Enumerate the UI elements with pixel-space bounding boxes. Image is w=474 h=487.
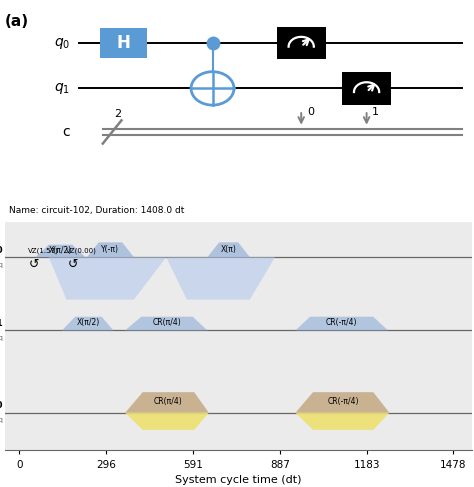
Text: no freq: no freq	[0, 262, 2, 268]
Text: X(π/2): X(π/2)	[49, 246, 72, 255]
Text: CR(π/4): CR(π/4)	[153, 318, 182, 327]
Polygon shape	[36, 244, 85, 257]
Text: ↺: ↺	[67, 258, 78, 271]
Polygon shape	[62, 317, 113, 330]
Polygon shape	[125, 392, 209, 413]
Text: VZ(1.57): VZ(1.57)	[27, 248, 58, 255]
Text: 1: 1	[372, 107, 379, 117]
Bar	[277, 27, 326, 59]
Text: VZ(0.00): VZ(0.00)	[66, 248, 97, 255]
Polygon shape	[295, 413, 390, 430]
Bar	[100, 28, 147, 58]
Text: CR(-π/4): CR(-π/4)	[328, 397, 359, 406]
Polygon shape	[125, 413, 209, 430]
Text: X(π/2): X(π/2)	[77, 318, 100, 327]
Polygon shape	[166, 257, 275, 300]
Polygon shape	[207, 243, 250, 257]
X-axis label: System cycle time (dt): System cycle time (dt)	[175, 475, 301, 485]
Text: Name: circuit-102, Duration: 1408.0 dt: Name: circuit-102, Duration: 1408.0 dt	[9, 206, 185, 215]
Polygon shape	[125, 317, 207, 330]
Text: c: c	[63, 125, 70, 139]
Text: CR(π/4): CR(π/4)	[154, 397, 183, 406]
Polygon shape	[295, 392, 390, 413]
Text: D0: D0	[0, 246, 2, 255]
Text: X(π): X(π)	[221, 244, 237, 254]
Text: H: H	[117, 34, 131, 52]
Text: (a): (a)	[5, 14, 29, 29]
Text: no freq: no freq	[0, 417, 2, 423]
Text: $q_1$: $q_1$	[54, 81, 70, 96]
Text: no freq: no freq	[0, 335, 2, 341]
Circle shape	[191, 72, 234, 105]
Text: ↺: ↺	[29, 258, 40, 271]
Text: $q_0$: $q_0$	[54, 36, 70, 51]
Text: CR(-π/4): CR(-π/4)	[326, 318, 357, 327]
Polygon shape	[87, 243, 134, 257]
Text: Y(-π): Y(-π)	[101, 244, 119, 254]
Bar	[342, 72, 391, 105]
Text: 2: 2	[114, 109, 122, 119]
Polygon shape	[295, 317, 388, 330]
Text: 0: 0	[307, 107, 314, 117]
Text: D1: D1	[0, 319, 2, 328]
Polygon shape	[49, 257, 166, 300]
Text: U0: U0	[0, 401, 2, 411]
